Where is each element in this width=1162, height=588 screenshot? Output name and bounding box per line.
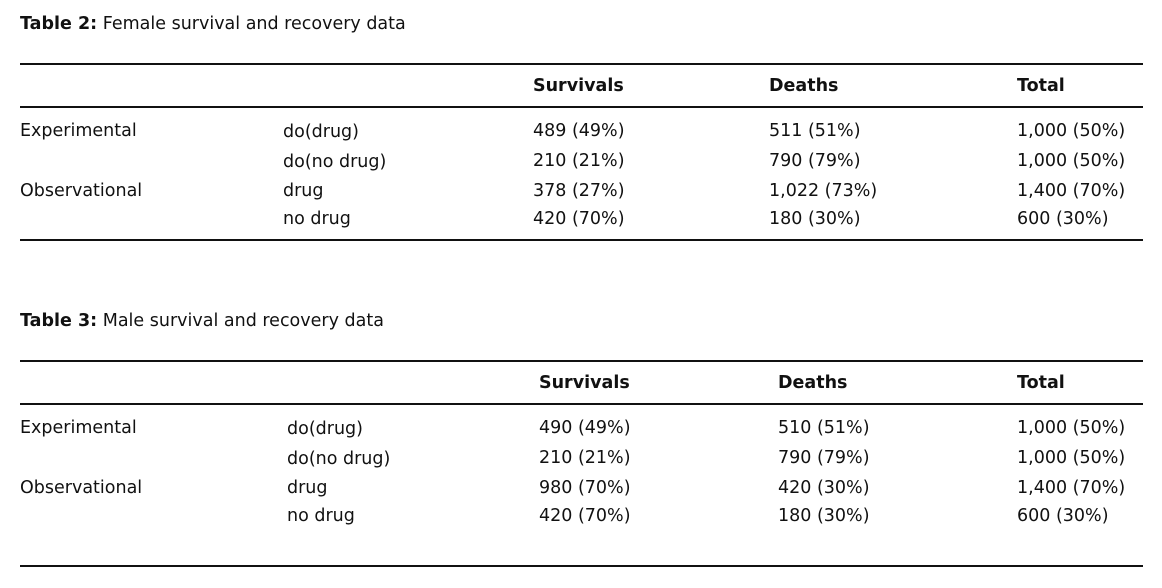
header-total: Total xyxy=(1017,373,1065,393)
treatment-cell: do(drug) xyxy=(287,419,363,439)
deaths-cell: 790 (79%) xyxy=(778,448,870,468)
group-experimental: Experimental xyxy=(20,418,137,438)
treatment-cell: no drug xyxy=(283,209,351,229)
header-total: Total xyxy=(1017,76,1065,96)
survivals-cell: 378 (27%) xyxy=(533,181,625,201)
top-rule xyxy=(20,63,1143,65)
header-rule xyxy=(20,106,1143,108)
total-cell: 1,000 (50%) xyxy=(1017,448,1126,468)
group-observational: Observational xyxy=(20,181,143,201)
deaths-cell: 180 (30%) xyxy=(778,506,870,526)
treatment-cell: do(no drug) xyxy=(287,449,391,469)
total-cell: 1,400 (70%) xyxy=(1017,478,1126,498)
deaths-cell: 510 (51%) xyxy=(778,418,870,438)
survivals-cell: 420 (70%) xyxy=(539,506,631,526)
treatment-cell: do(no drug) xyxy=(283,152,387,172)
survivals-cell: 420 (70%) xyxy=(533,209,625,229)
table-male: Table 3: Male survival and recovery data… xyxy=(20,307,1143,572)
total-cell: 600 (30%) xyxy=(1017,506,1109,526)
survivals-cell: 489 (49%) xyxy=(533,121,625,141)
bottom-rule xyxy=(20,565,1143,567)
total-cell: 1,000 (50%) xyxy=(1017,121,1126,141)
table-caption: Table 2: Female survival and recovery da… xyxy=(20,12,406,36)
total-cell: 1,000 (50%) xyxy=(1017,418,1126,438)
deaths-cell: 790 (79%) xyxy=(769,151,861,171)
treatment-cell: do(drug) xyxy=(283,122,359,142)
survivals-cell: 980 (70%) xyxy=(539,478,631,498)
deaths-cell: 1,022 (73%) xyxy=(769,181,878,201)
survivals-cell: 210 (21%) xyxy=(539,448,631,468)
bottom-rule xyxy=(20,239,1143,241)
caption-text: Female survival and recovery data xyxy=(102,14,406,34)
top-rule xyxy=(20,360,1143,362)
table-female: Table 2: Female survival and recovery da… xyxy=(20,10,1143,245)
caption-label: Table 2: xyxy=(20,14,98,34)
total-cell: 1,400 (70%) xyxy=(1017,181,1126,201)
header-survivals: Survivals xyxy=(539,373,630,393)
group-experimental: Experimental xyxy=(20,121,137,141)
deaths-cell: 511 (51%) xyxy=(769,121,861,141)
total-cell: 1,000 (50%) xyxy=(1017,151,1126,171)
deaths-cell: 420 (30%) xyxy=(778,478,870,498)
caption-label: Table 3: xyxy=(20,311,98,331)
header-survivals: Survivals xyxy=(533,76,624,96)
treatment-cell: drug xyxy=(287,478,328,498)
treatment-cell: drug xyxy=(283,181,324,201)
table-caption: Table 3: Male survival and recovery data xyxy=(20,309,384,333)
survivals-cell: 490 (49%) xyxy=(539,418,631,438)
group-observational: Observational xyxy=(20,478,143,498)
caption-text: Male survival and recovery data xyxy=(102,311,384,331)
header-deaths: Deaths xyxy=(778,373,848,393)
total-cell: 600 (30%) xyxy=(1017,209,1109,229)
survivals-cell: 210 (21%) xyxy=(533,151,625,171)
deaths-cell: 180 (30%) xyxy=(769,209,861,229)
treatment-cell: no drug xyxy=(287,506,355,526)
header-deaths: Deaths xyxy=(769,76,839,96)
header-rule xyxy=(20,403,1143,405)
